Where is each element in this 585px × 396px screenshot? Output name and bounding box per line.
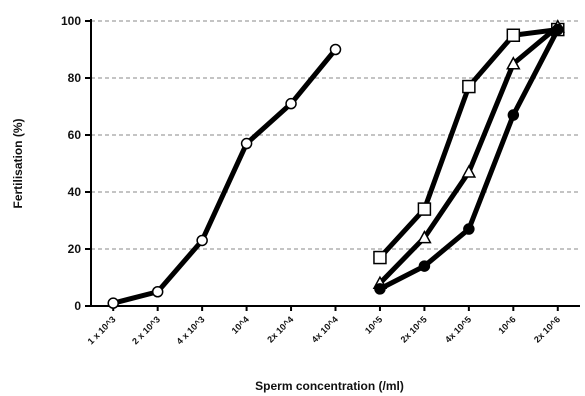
data-point-open-circle — [285, 97, 297, 110]
data-point-filled-circle — [463, 223, 475, 235]
x-tick-label: 10^4 — [230, 314, 251, 335]
x-tick-label: 1 x 10^3 — [86, 314, 118, 346]
x-tick-label: 2x 10^5 — [399, 314, 429, 344]
x-axis-label: Sperm concentration (/ml) — [255, 379, 404, 393]
y-axis-label: Fertilisation (%) — [11, 118, 25, 208]
data-point-open-triangle — [461, 164, 477, 178]
series-filled-circle — [374, 23, 564, 295]
data-point-filled-circle — [418, 260, 431, 272]
data-point-filled-circle — [507, 109, 520, 121]
series — [107, 19, 566, 309]
data-point-open-square — [373, 250, 387, 265]
x-tick-label: 4x 10^5 — [443, 314, 473, 344]
data-point-open-circle — [240, 137, 253, 150]
data-point-open-circle — [196, 234, 208, 247]
y-ticks: 0 20 40 60 80 100 — [61, 14, 91, 313]
y-tick-label: 80 — [68, 71, 82, 85]
x-tick-label: 2x 10^6 — [532, 314, 562, 344]
data-point-filled-circle — [374, 283, 386, 295]
data-point-open-square — [506, 28, 521, 42]
x-ticks: 1 x 10^3 2 x 10^3 4 x 10^3 10^4 2x 10^4 4x 10… — [86, 306, 562, 346]
data-point-open-triangle — [417, 230, 432, 244]
y-tick-label: 40 — [68, 185, 82, 199]
x-tick-label: 4 x 10^3 — [175, 314, 207, 346]
x-tick-label: 2x 10^4 — [265, 314, 295, 344]
axes — [90, 19, 580, 307]
series-line-filled-circle — [377, 27, 561, 292]
x-tick-label: 10^6 — [496, 314, 517, 335]
series-open-circle — [107, 43, 342, 309]
x-tick-label: 2 x 10^3 — [130, 314, 162, 346]
series-open-square — [373, 22, 565, 265]
y-tick-label: 0 — [74, 299, 81, 313]
x-tick-label: 10^5 — [363, 314, 384, 335]
y-tick-label: 100 — [61, 14, 81, 28]
series-open-triangle — [372, 19, 566, 289]
y-tick-label: 60 — [68, 128, 82, 142]
y-tick-label: 20 — [68, 242, 82, 256]
series-line-open-circle — [110, 47, 338, 306]
data-point-open-square — [462, 79, 476, 94]
data-point-open-triangle — [506, 56, 521, 70]
gridlines — [91, 20, 580, 250]
data-point-open-circle — [107, 297, 119, 309]
x-tick-label: 4x 10^4 — [310, 314, 340, 344]
data-point-open-square — [417, 202, 432, 216]
data-point-filled-circle — [552, 23, 564, 36]
series-line-open-triangle — [377, 24, 561, 286]
data-point-open-circle — [329, 43, 342, 56]
data-point-open-circle — [151, 286, 164, 298]
